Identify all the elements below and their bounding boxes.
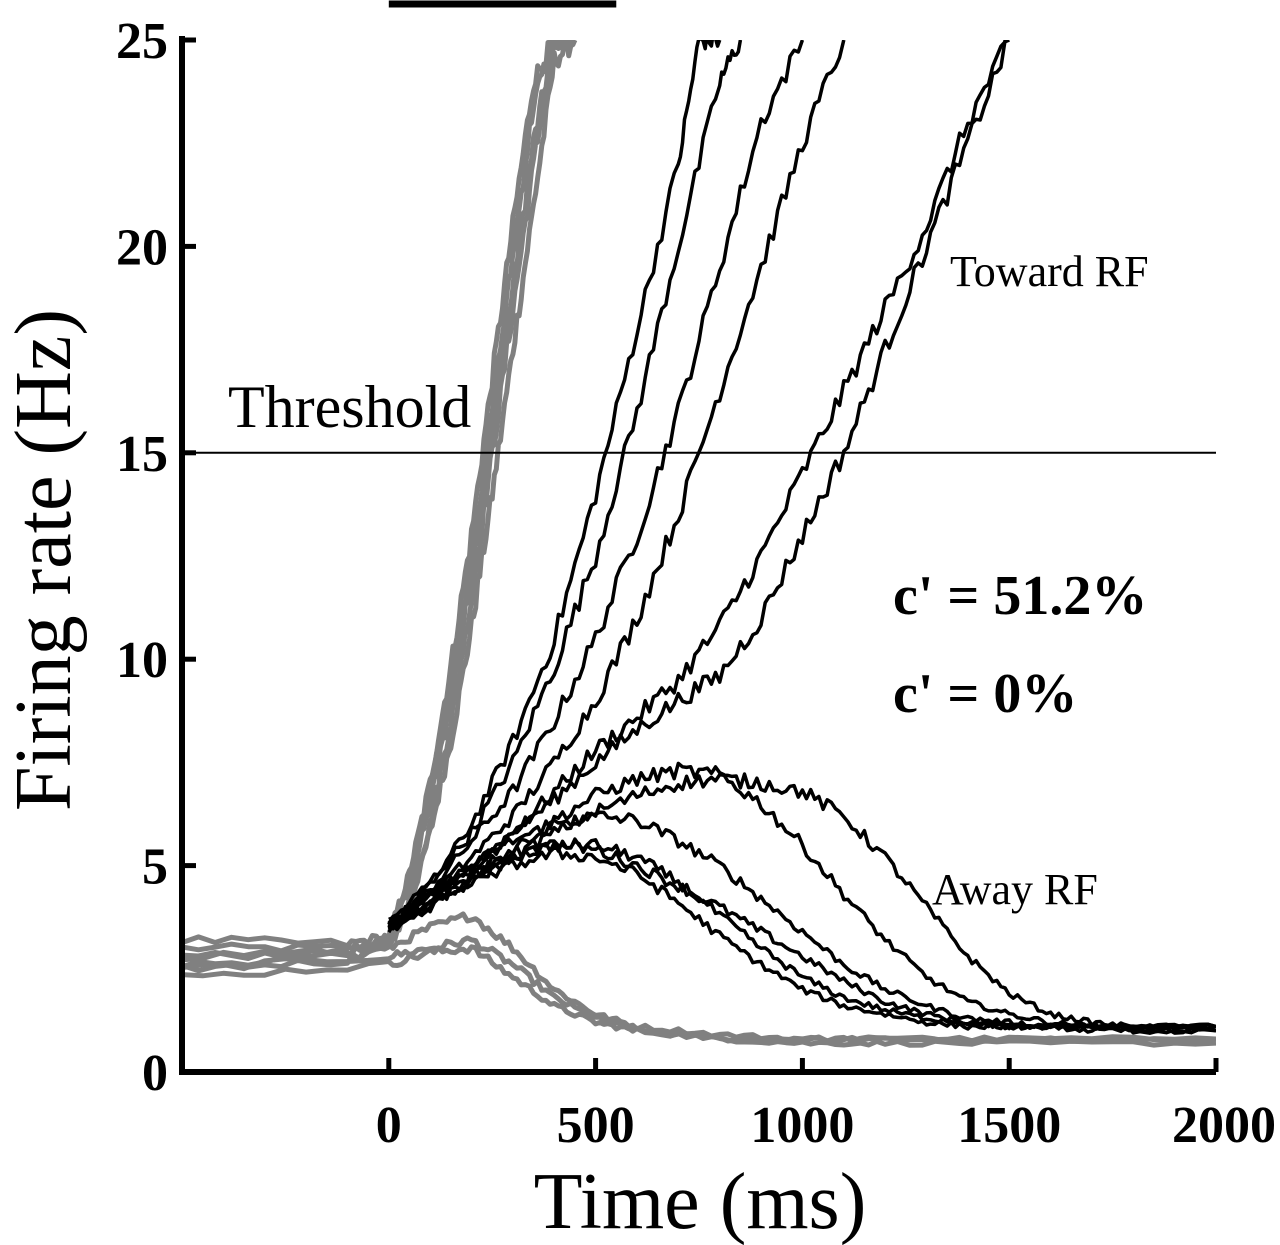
- trace-coherence-0: [387, 845, 1216, 1035]
- x-axis-title: Time (ms): [534, 1158, 867, 1245]
- y-axis-title: Firing rate (Hz): [0, 309, 88, 811]
- traces-coherence-0: [387, 40, 1216, 1035]
- x-tick-label: 2000: [1172, 1097, 1276, 1154]
- coherence-high-label: c' = 51.2%: [893, 565, 1147, 627]
- toward-rf-label: Toward RF: [950, 247, 1149, 296]
- traces-coherence-51-2: [182, 40, 1216, 1048]
- trace-coherence-0: [387, 40, 743, 926]
- x-tick-label: 1500: [957, 1097, 1061, 1154]
- trace-coherence-0: [387, 40, 805, 934]
- y-tick-label: 0: [142, 1045, 168, 1102]
- trace-coherence-0: [387, 40, 846, 931]
- trace-coherence-0: [387, 772, 1216, 1031]
- y-tick-label: 15: [116, 426, 168, 483]
- trace-coherence-51-2: [182, 40, 575, 974]
- trace-coherence-0: [387, 810, 1216, 1031]
- coherence-zero-label: c' = 0%: [893, 663, 1077, 725]
- y-tick-label: 20: [116, 219, 168, 276]
- y-tick-label: 25: [116, 13, 168, 70]
- y-axis-ticks: 0 5 10 15 20 25: [116, 13, 196, 1102]
- trace-coherence-51-2: [182, 944, 1216, 1048]
- x-tick-label: 0: [376, 1097, 402, 1154]
- y-tick-label: 5: [142, 839, 168, 896]
- threshold-label: Threshold: [228, 374, 471, 440]
- x-tick-label: 1000: [750, 1097, 854, 1154]
- trace-coherence-0: [387, 761, 1216, 1031]
- x-axis-ticks: 0 500 1000 1500 2000: [376, 1058, 1276, 1154]
- y-tick-label: 10: [116, 632, 168, 689]
- x-tick-label: 500: [557, 1097, 635, 1154]
- trace-coherence-51-2: [182, 911, 1216, 1044]
- away-rf-label: Away RF: [932, 865, 1098, 914]
- trace-coherence-51-2: [182, 40, 575, 961]
- trace-coherence-51-2: [182, 40, 575, 954]
